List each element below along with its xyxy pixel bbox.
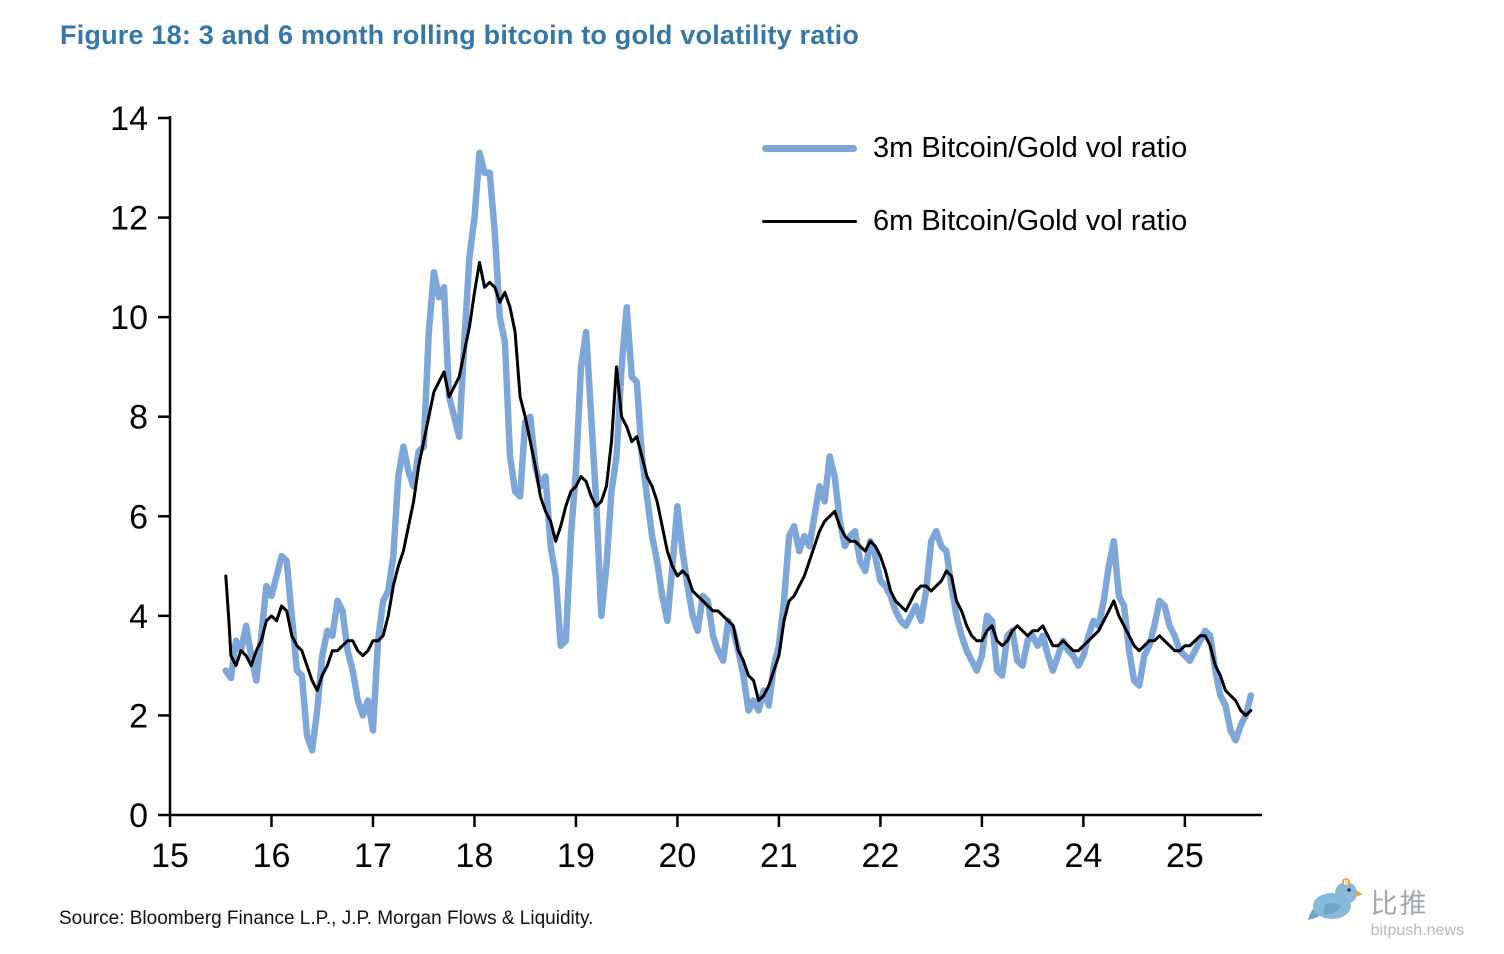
legend-label-3m: 3m Bitcoin/Gold vol ratio xyxy=(873,132,1188,164)
x-tick-label: 22 xyxy=(861,837,899,875)
x-tick-label: 23 xyxy=(963,837,1001,875)
y-tick-label: 14 xyxy=(110,100,148,138)
legend-item-6m: 6m Bitcoin/Gold vol ratio xyxy=(762,205,1187,238)
watermark-brand-cn: 比推 xyxy=(1370,888,1429,919)
x-tick-label: 19 xyxy=(557,837,595,875)
x-tick-label: 17 xyxy=(354,837,392,875)
watermark-row: B 比推 xyxy=(1307,878,1464,924)
x-tick-label: 21 xyxy=(760,837,798,875)
source-text: Source: Bloomberg Finance L.P., J.P. Mor… xyxy=(59,908,594,929)
chart-legend: 3m Bitcoin/Gold vol ratio 6m Bitcoin/Gol… xyxy=(762,132,1187,278)
x-tick-label: 18 xyxy=(456,837,494,875)
y-tick-label: 8 xyxy=(129,399,148,437)
bitpush-bird-icon: B xyxy=(1307,878,1363,920)
watermark-domain: bitpush.news xyxy=(1370,922,1464,939)
x-tick-label: 16 xyxy=(253,837,291,875)
series-6m xyxy=(224,260,1253,717)
legend-line-3m-swatch xyxy=(762,145,857,152)
y-tick-label: 2 xyxy=(129,697,148,735)
svg-text:B: B xyxy=(1343,880,1348,887)
y-tick-label: 10 xyxy=(110,299,148,337)
figure-title: Figure 18: 3 and 6 month rolling bitcoin… xyxy=(60,20,860,50)
y-tick-label: 4 xyxy=(129,598,148,636)
y-tick-label: 0 xyxy=(129,797,148,835)
legend-label-6m: 6m Bitcoin/Gold vol ratio xyxy=(873,205,1188,237)
y-tick-label: 12 xyxy=(110,200,148,238)
x-tick-label: 15 xyxy=(151,837,189,875)
x-tick-label: 25 xyxy=(1166,837,1204,875)
y-tick-label: 6 xyxy=(129,498,148,536)
legend-item-3m: 3m Bitcoin/Gold vol ratio xyxy=(762,132,1187,165)
legend-line-6m-swatch xyxy=(762,220,857,223)
x-tick-label: 24 xyxy=(1064,837,1102,875)
x-tick-label: 20 xyxy=(659,837,697,875)
bitpush-watermark: B 比推 bitpush.news xyxy=(1307,878,1464,940)
